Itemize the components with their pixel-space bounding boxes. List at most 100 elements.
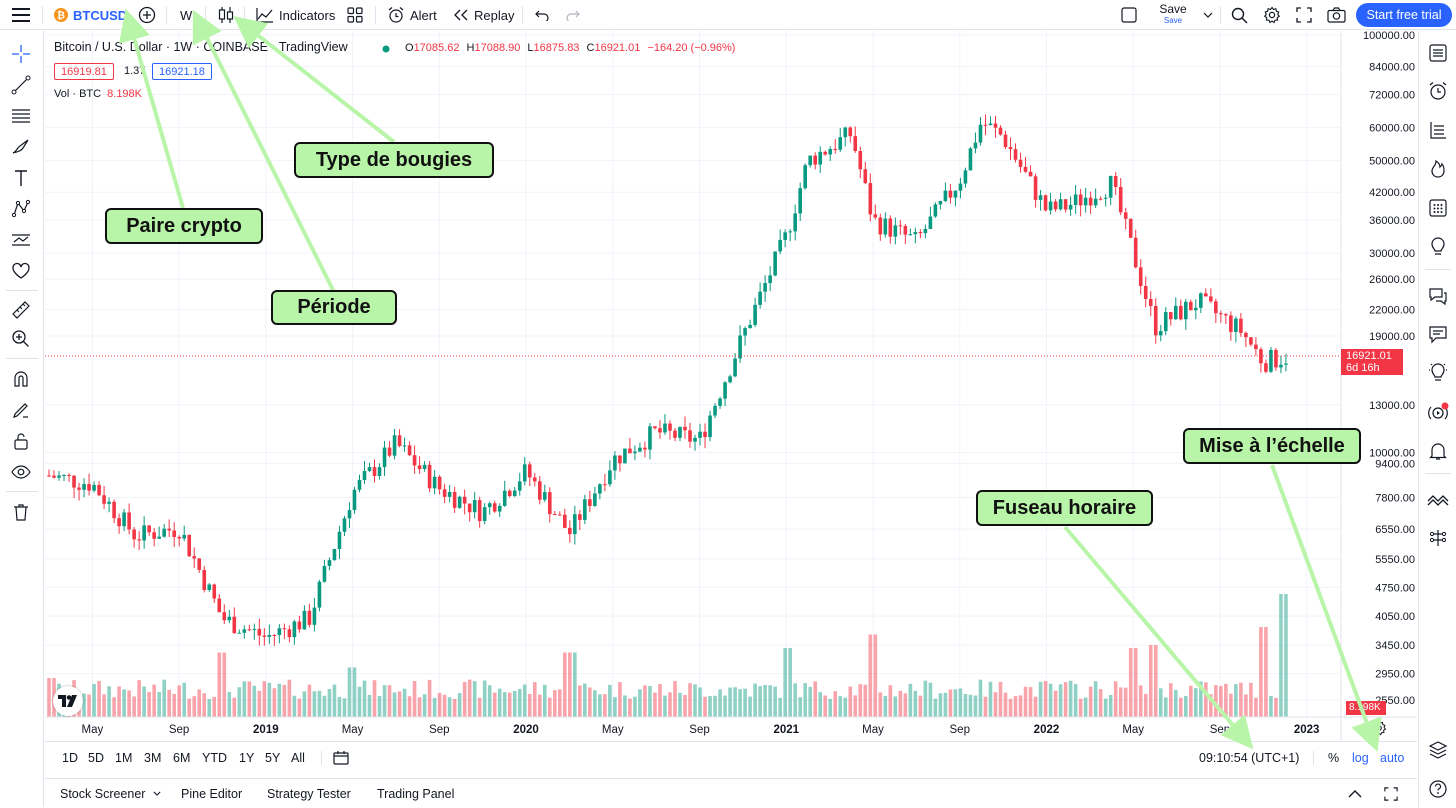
range-1d[interactable]: 1D [62, 751, 78, 765]
time-axis-label: May [602, 724, 624, 736]
fib-retracement-icon[interactable] [8, 103, 34, 129]
chats-icon[interactable] [1425, 283, 1451, 309]
timezone-button[interactable]: 09:10:54 (UTC+1) [1199, 751, 1300, 765]
range-ytd[interactable]: YTD [202, 751, 227, 765]
lock-drawing-icon[interactable] [8, 397, 34, 423]
chart-area[interactable]: 100000.00 84000.00 72000.00 60000.00 50000.0… [45, 30, 1417, 741]
heart-icon[interactable] [8, 258, 34, 284]
candle-body [527, 464, 532, 478]
prediction-icon[interactable] [8, 227, 34, 253]
tab-stock-screener[interactable]: Stock Screener [60, 779, 162, 808]
percent-scale-toggle[interactable]: % [1328, 751, 1340, 765]
volume-bar [928, 682, 933, 717]
time-axis[interactable]: May Sep 2019 May Sep 2020 May Sep 2021 May Sep 2022… [82, 724, 1320, 736]
trend-line-icon[interactable] [8, 72, 34, 98]
object-tree-icon[interactable] [1425, 525, 1451, 551]
brush-icon[interactable] [8, 134, 34, 160]
undo-button[interactable] [535, 0, 549, 30]
start-trial-button[interactable]: Start free trial [1356, 3, 1452, 27]
hotlist-fire-icon[interactable] [1425, 156, 1451, 182]
watchlist-icon[interactable] [1425, 40, 1451, 66]
alert-button[interactable]: Alert [387, 0, 437, 30]
candle-body [898, 225, 903, 227]
price-axis-label: 72000.00 [1369, 90, 1415, 102]
goto-date-calendar-icon[interactable] [333, 742, 349, 774]
price-chart[interactable]: 100000.00 84000.00 72000.00 60000.00 50000.0… [45, 30, 1417, 741]
crosshair-icon[interactable] [8, 41, 34, 67]
layout-toggle-button[interactable] [1121, 0, 1137, 30]
text-tool-icon[interactable] [8, 165, 34, 191]
candle-body [948, 190, 953, 198]
range-1y[interactable]: 1Y [239, 751, 255, 765]
tab-pine-editor[interactable]: Pine Editor [181, 786, 243, 801]
ideas-lightbulb-icon[interactable] [1425, 234, 1451, 260]
chat-icon[interactable] [1425, 321, 1451, 347]
chart-type-button[interactable] [216, 0, 236, 30]
annotation-fuseau-horaire: Fuseau horaire [976, 490, 1153, 526]
lock-icon[interactable] [8, 428, 34, 454]
tab-trading-panel[interactable]: Trading Panel [377, 786, 455, 801]
maximize-panel-icon[interactable] [1384, 779, 1398, 808]
volume-bar [558, 689, 562, 717]
lightbulb-icon[interactable] [1425, 360, 1451, 386]
replay-button[interactable]: Replay [453, 0, 514, 30]
candle-body [57, 475, 61, 478]
sell-price-box[interactable]: 16919.81 [54, 63, 114, 80]
save-button[interactable]: Save Save [1157, 0, 1189, 30]
price-axis-label: 7800.00 [1375, 492, 1415, 504]
save-menu-button[interactable] [1203, 0, 1213, 30]
redo-button[interactable] [566, 0, 580, 30]
search-button[interactable] [1231, 0, 1248, 30]
menu-icon[interactable] [12, 0, 30, 30]
eye-icon[interactable] [8, 459, 34, 485]
data-window-icon[interactable] [1425, 117, 1451, 143]
auto-scale-toggle[interactable]: auto [1380, 751, 1405, 765]
calendar-icon[interactable] [1425, 195, 1451, 221]
volume-bar [457, 693, 462, 717]
volume-bar [743, 688, 747, 717]
candle-body [1058, 199, 1063, 210]
range-1m[interactable]: 1M [115, 751, 133, 765]
range-3m[interactable]: 3M [144, 751, 162, 765]
pine-waves-icon[interactable] [1425, 486, 1451, 512]
layouts-button[interactable] [347, 0, 363, 30]
streams-icon[interactable] [1425, 399, 1451, 425]
pattern-icon[interactable] [8, 196, 34, 222]
volume-bar [307, 684, 312, 717]
alarm-icon[interactable] [1425, 78, 1451, 104]
indicators-button[interactable]: Indicators [256, 0, 335, 30]
settings-button[interactable] [1263, 0, 1281, 30]
tab-strategy-tester[interactable]: Strategy Tester [267, 786, 351, 801]
log-scale-toggle[interactable]: log [1352, 751, 1369, 765]
ruler-icon[interactable] [8, 297, 34, 323]
axis-settings-gear-icon[interactable] [1371, 720, 1387, 741]
volume-bar [753, 683, 757, 717]
add-symbol-button[interactable] [138, 0, 156, 30]
candle-body [272, 634, 277, 636]
symbol-selector[interactable]: ₿ BTCUSD [54, 0, 127, 30]
range-5y[interactable]: 5Y [265, 751, 281, 765]
notifications-bell-icon[interactable] [1425, 438, 1451, 464]
magnet-icon[interactable] [8, 366, 34, 392]
volume-bar [833, 691, 838, 717]
price-axis[interactable]: 100000.00 84000.00 72000.00 60000.00 50000.0… [45, 30, 1417, 741]
snapshot-button[interactable] [1327, 0, 1346, 30]
range-5d[interactable]: 5D [88, 751, 104, 765]
candle-body [407, 445, 412, 456]
buy-price-box[interactable]: 16921.18 [152, 63, 212, 80]
range-all[interactable]: All [291, 751, 305, 765]
layers-icon[interactable] [1425, 737, 1451, 763]
tradingview-logo[interactable] [53, 686, 83, 716]
volume-bar [242, 681, 247, 717]
fullscreen-button[interactable] [1296, 0, 1312, 30]
collapse-panel-chevron-up-icon[interactable] [1348, 779, 1362, 808]
zoom-in-icon[interactable] [8, 326, 34, 352]
help-icon[interactable] [1425, 776, 1451, 802]
top-toolbar: ₿ BTCUSD W Indicators Alert Replay Save … [0, 0, 1456, 30]
interval-button[interactable]: W [180, 0, 192, 30]
range-6m[interactable]: 6M [173, 751, 191, 765]
candle-body [167, 528, 171, 531]
trash-icon[interactable] [8, 499, 34, 525]
volume-bar [1013, 696, 1018, 717]
candle-body [152, 532, 156, 539]
